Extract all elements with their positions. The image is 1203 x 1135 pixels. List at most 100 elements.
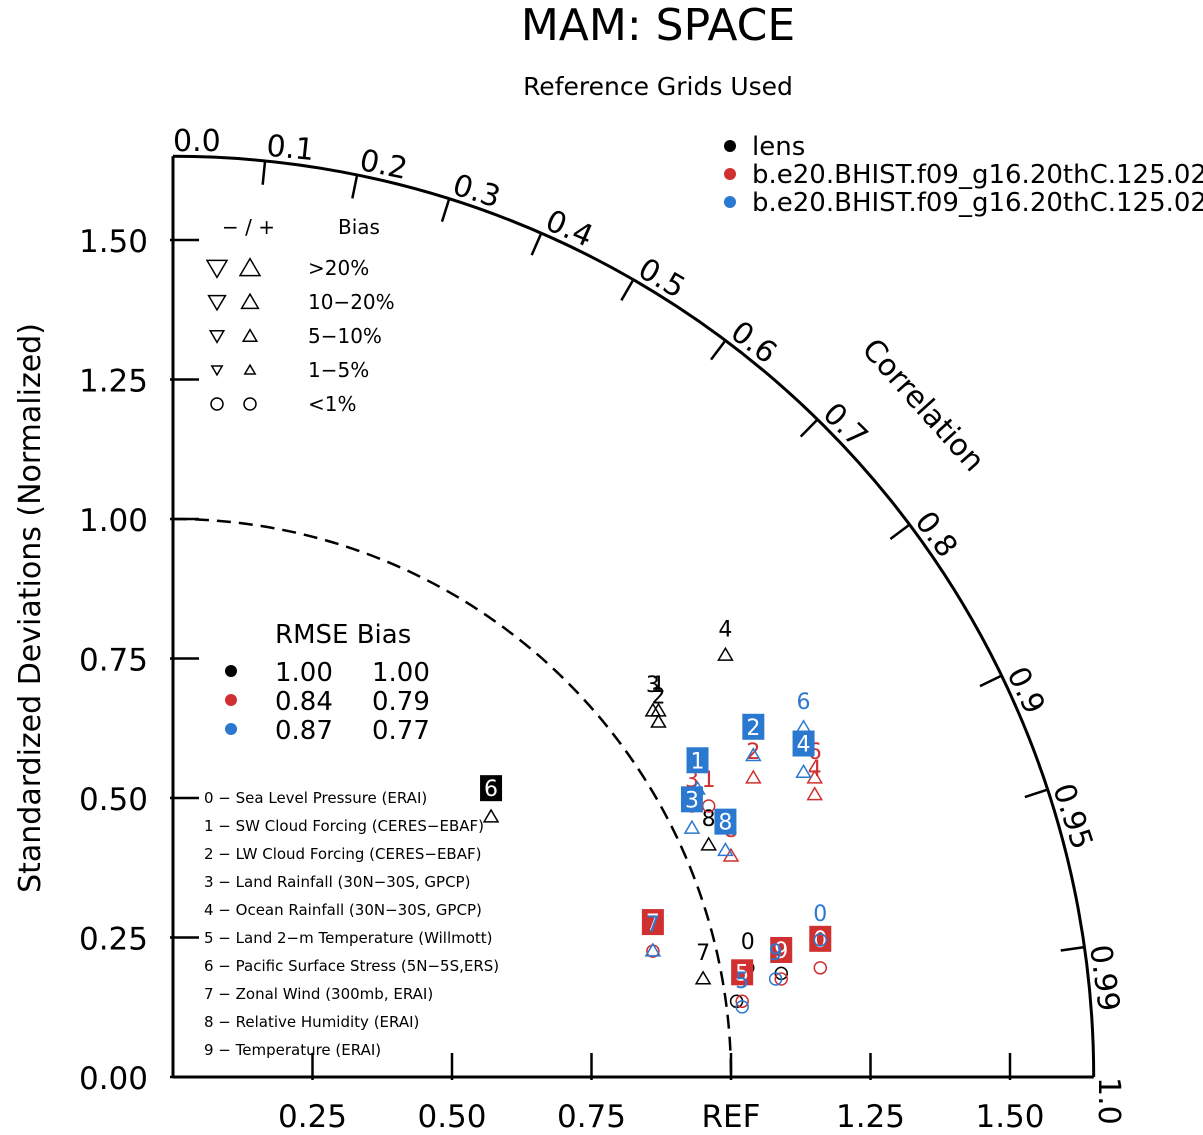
y-tick-label: 0.75 [79, 643, 148, 679]
variable-item: 8 − Relative Humidity (ERAI) [204, 1013, 419, 1031]
circle-marker [768, 972, 783, 986]
x-tick-label: 1.25 [836, 1099, 905, 1135]
point-label: 7 [646, 913, 660, 938]
y-tick-label: 0.50 [79, 782, 148, 818]
circle-marker [774, 972, 788, 986]
y-tick-label: 1.50 [79, 224, 148, 260]
triangle-marker [650, 713, 667, 728]
triangle-marker [795, 719, 812, 734]
triangle-marker [694, 970, 712, 985]
x-tick-label: 0.50 [417, 1099, 486, 1135]
rmse-value-run-red: 0.84 [275, 687, 333, 717]
bias-value-run-red: 0.79 [372, 687, 430, 717]
correlation-tick [1060, 945, 1085, 952]
correlation-tick-label: 1.0 [1091, 1077, 1126, 1125]
legend-entry-lens: lens [752, 132, 805, 162]
point-label-box [792, 730, 815, 757]
correlation-axis-label: Correlation [855, 332, 991, 479]
point-label: 6 [484, 777, 498, 802]
correlation-tick [351, 174, 359, 199]
rmse-value-lens: 1.00 [275, 658, 333, 688]
variables-legend: 0 − Sea Level Pressure (ERAI) 1 − SW Clo… [204, 789, 499, 1059]
point-label: 9 [769, 941, 783, 966]
point-label-box [480, 775, 503, 802]
point-label: 7 [696, 941, 710, 966]
bias-legend-circle [243, 397, 257, 411]
bias-legend: − / + Bias >20% 10−20% 5−10% 1−5% <1% [205, 215, 395, 416]
bias-legend-triangle-up [241, 328, 259, 342]
point-label-box [714, 808, 737, 835]
point-label: 8 [718, 811, 732, 836]
x-tick-label: 0.75 [557, 1099, 626, 1135]
legend-swatch-run-red [724, 168, 736, 180]
bias-legend-triangle-down [205, 259, 229, 279]
correlation-tick-label: 0.6 [724, 314, 783, 371]
triangle-marker [795, 763, 812, 779]
rmse-value-run-blue: 0.87 [275, 716, 333, 746]
bias-legend-label: >20% [308, 256, 369, 280]
bias-legend-triangle-down [208, 330, 226, 344]
variable-item: 6 − Pacific Surface Stress (5N−5S,ERS) [204, 957, 499, 975]
variable-item: 0 − Sea Level Pressure (ERAI) [204, 789, 427, 807]
reference-arc [172, 517, 733, 1078]
point-label: 2 [746, 740, 760, 765]
bias-legend-label: <1% [308, 392, 357, 416]
rmse-swatch-lens [225, 665, 237, 677]
y-tick-label: 0.00 [79, 1061, 148, 1097]
legend-swatch-lens [724, 140, 736, 152]
point-label: 1 [651, 673, 665, 698]
bias-legend-triangle-up [240, 292, 260, 310]
point-label: 4 [797, 733, 811, 758]
bias-legend-triangle-down [210, 365, 224, 377]
point-label: 5 [735, 969, 749, 994]
variable-item: 3 − Land Rainfall (30N−30S, GPCP) [204, 873, 470, 891]
point-label: 5 [735, 961, 749, 986]
y-tick-label: 1.00 [79, 503, 148, 539]
correlation-tick-label: 0.1 [265, 129, 316, 169]
legend-swatch-run-blue [724, 196, 736, 208]
chart-subtitle: Reference Grids Used [523, 72, 793, 101]
bias-legend-triangle-up [238, 257, 262, 277]
circle-marker [813, 933, 828, 947]
series-legend: lens b.e20.BHIST.f09_g16.20thC.125.02 b.… [724, 132, 1203, 218]
point-label-box [641, 909, 664, 936]
bias-legend-label: 5−10% [308, 324, 382, 348]
triangle-marker [806, 769, 824, 784]
rmse-swatch-run-red [225, 694, 237, 706]
variable-item: 2 − LW Cloud Forcing (CERES−EBAF) [204, 845, 481, 863]
point-label: 4 [718, 617, 732, 642]
axes: 0.000.250.500.751.001.251.500.25 0.50 0.75… [79, 154, 1096, 1135]
point-label: 0 [813, 902, 827, 927]
point-label: 0 [741, 930, 755, 955]
variable-item: 5 − Land 2−m Temperature (Willmott) [204, 929, 493, 947]
triangle-marker [644, 702, 662, 717]
bias-value-lens: 1.00 [372, 658, 430, 688]
circle-marker [813, 961, 828, 975]
triangle-marker [806, 786, 824, 801]
variable-item: 7 − Zonal Wind (300mb, ERAI) [204, 985, 433, 1003]
x-tick-label: 1.50 [975, 1099, 1044, 1135]
correlation-tick [979, 674, 1003, 688]
bias-value-run-blue: 0.77 [372, 716, 430, 746]
triangle-marker [745, 769, 762, 784]
correlation-tick-label: 0.2 [357, 143, 411, 187]
rmse-bias-legend: RMSE Bias 1.00 1.00 0.84 0.79 0.87 0.77 [225, 620, 430, 746]
point-label-box [809, 925, 832, 952]
point-label-box [686, 747, 709, 774]
triangle-marker [683, 819, 701, 834]
correlation-tick [620, 279, 635, 302]
point-label-box [770, 936, 793, 963]
outer-arc [172, 154, 1096, 1078]
correlation-tick [261, 160, 267, 185]
correlation-tick-label: 0.0 [173, 124, 221, 159]
variable-item: 1 − SW Cloud Forcing (CERES−EBAF) [204, 817, 484, 835]
point-label: 1 [702, 768, 716, 793]
rmse-swatch-run-blue [225, 723, 237, 735]
bias-legend-label: 10−20% [308, 290, 395, 314]
correlation-tick-label: 0.95 [1045, 779, 1099, 853]
point-label: 7 [646, 911, 660, 936]
triangle-marker [717, 646, 734, 661]
